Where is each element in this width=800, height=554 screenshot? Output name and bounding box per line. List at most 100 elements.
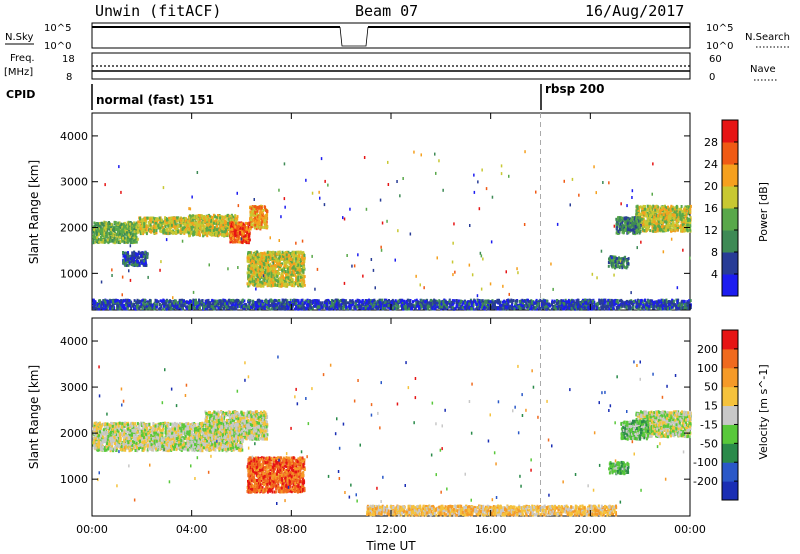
echo-point: [660, 205, 663, 209]
echo-point: [258, 215, 261, 219]
echo-point: [138, 263, 141, 267]
echo-point: [412, 303, 415, 307]
echo-point: [156, 219, 159, 223]
echo-point: [168, 219, 171, 223]
echo-point: [261, 263, 264, 266]
echo-point: [195, 232, 198, 236]
echo-point: [636, 214, 639, 218]
echo-point: [298, 257, 301, 261]
echo-point: [635, 209, 638, 213]
echo-point: [189, 231, 192, 235]
echo-point: [197, 214, 200, 217]
echo-point: [99, 222, 101, 225]
echo-point: [254, 282, 256, 286]
echo-point: [676, 218, 679, 222]
echo-point: [164, 230, 167, 234]
echo-point: [123, 225, 126, 229]
echo-point: [612, 258, 615, 262]
echo-point: [121, 239, 124, 243]
echo-point: [266, 213, 269, 217]
echo-point: [637, 206, 640, 210]
echo-point: [643, 229, 646, 232]
echo-point: [177, 224, 180, 228]
echo-point: [297, 280, 300, 284]
echo-point: [637, 227, 640, 231]
echo-point: [666, 208, 669, 212]
echo-point: [147, 220, 150, 224]
echo-point: [165, 231, 168, 235]
echo-point: [213, 226, 216, 230]
echo-point: [111, 239, 114, 242]
echo-point: [206, 229, 209, 233]
echo-point: [132, 227, 135, 231]
echo-point: [623, 224, 626, 228]
echo-point: [289, 265, 292, 269]
echo-point: [226, 230, 228, 234]
echo-point: [678, 210, 681, 214]
echo-point: [117, 221, 120, 225]
echo-point: [662, 229, 665, 233]
echo-point: [155, 218, 157, 222]
echo-point: [298, 272, 301, 276]
echo-point: [261, 252, 264, 256]
echo-point: [105, 221, 108, 225]
echo-point: [231, 225, 233, 229]
echo-point: [272, 263, 275, 267]
echo-point: [100, 231, 103, 235]
echo-point: [287, 273, 290, 277]
beam-title: Beam 07: [355, 2, 418, 20]
echo-point: [118, 223, 121, 227]
echo-point: [144, 257, 147, 261]
echo-point: [631, 217, 634, 221]
echo-point: [180, 228, 183, 232]
echo-point: [659, 209, 662, 213]
echo-point: [124, 261, 127, 265]
echo-point: [137, 220, 140, 224]
echo-point: [214, 219, 217, 223]
echo-point: [166, 218, 169, 222]
echo-point: [147, 224, 150, 228]
echo-point: [190, 225, 193, 229]
echo-point: [237, 240, 240, 244]
echo-point: [620, 305, 623, 309]
echo-point: [129, 221, 132, 224]
echo-point: [206, 234, 209, 238]
echo-point: [642, 204, 645, 208]
echo-point: [141, 259, 144, 263]
echo-point: [182, 230, 185, 234]
echo-point: [656, 207, 659, 211]
echo-point: [184, 219, 187, 223]
echo-point: [256, 283, 259, 287]
echo-point: [616, 227, 618, 231]
echo-point: [280, 264, 283, 267]
echo-point: [266, 225, 269, 229]
echo-point: [658, 304, 661, 308]
echo-point: [268, 267, 271, 271]
echo-point: [258, 300, 261, 304]
echo-point: [231, 216, 233, 220]
echo-point: [279, 265, 281, 269]
echo-point: [103, 226, 106, 230]
echo-point: [254, 205, 256, 209]
echo-point: [259, 210, 262, 214]
echo-point: [674, 223, 676, 227]
echo-point: [263, 279, 266, 282]
echo-point: [256, 260, 259, 264]
echo-point: [139, 216, 141, 220]
echo-point: [192, 230, 195, 234]
echo-point: [674, 208, 677, 212]
echo-point: [126, 238, 129, 242]
echo-point: [271, 270, 274, 274]
echo-point: [649, 222, 652, 226]
echo-point: [153, 231, 156, 235]
echo-point: [191, 221, 194, 225]
echo-point: [96, 227, 99, 230]
echo-point: [624, 255, 627, 259]
echo-point: [651, 210, 654, 214]
echo-point: [260, 225, 263, 229]
echo-point: [648, 222, 651, 226]
echo-point: [142, 224, 144, 228]
echo-point: [284, 284, 287, 288]
echo-point: [222, 219, 225, 223]
